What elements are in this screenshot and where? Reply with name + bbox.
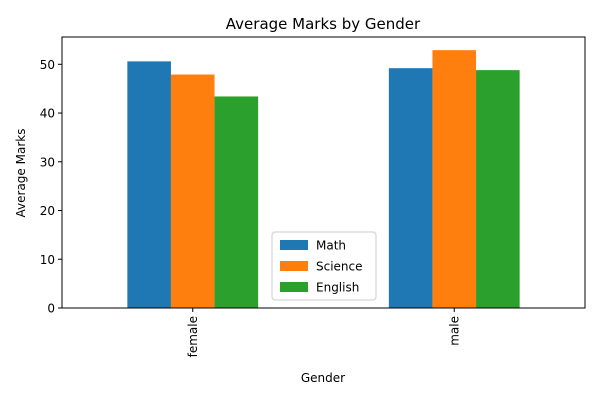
y-tick-label: 30: [40, 155, 55, 169]
legend: Math Science English: [271, 231, 377, 301]
legend-swatch-math: [280, 240, 308, 250]
y-tick-label: 40: [40, 107, 55, 121]
chart-title: Average Marks by Gender: [226, 15, 421, 33]
plot-area: female male 0 10 20 30 40 50: [40, 36, 586, 357]
y-axis-label: Average Marks: [14, 129, 28, 218]
legend-swatch-science: [280, 261, 308, 271]
bar-english-male: [476, 70, 520, 308]
legend-label-math: Math: [316, 239, 346, 253]
y-tick-label: 20: [40, 204, 55, 218]
plot-frame: [61, 36, 586, 309]
y-tick-label: 50: [40, 58, 55, 72]
y-tick-label: 0: [47, 302, 55, 316]
x-axis-label: Gender: [301, 371, 345, 385]
bar-english-female: [214, 96, 259, 309]
legend-label-science: Science: [316, 260, 363, 274]
bar-science-female: [170, 74, 215, 308]
bar-science-male: [432, 50, 477, 308]
bar-math-female: [127, 61, 171, 309]
x-tick-label: male: [447, 316, 461, 346]
legend-swatch-english: [280, 282, 308, 292]
y-tick-label: 10: [40, 253, 55, 267]
legend-label-english: English: [316, 281, 359, 295]
x-tick-label: female: [186, 316, 200, 357]
bar-math-male: [388, 68, 433, 308]
